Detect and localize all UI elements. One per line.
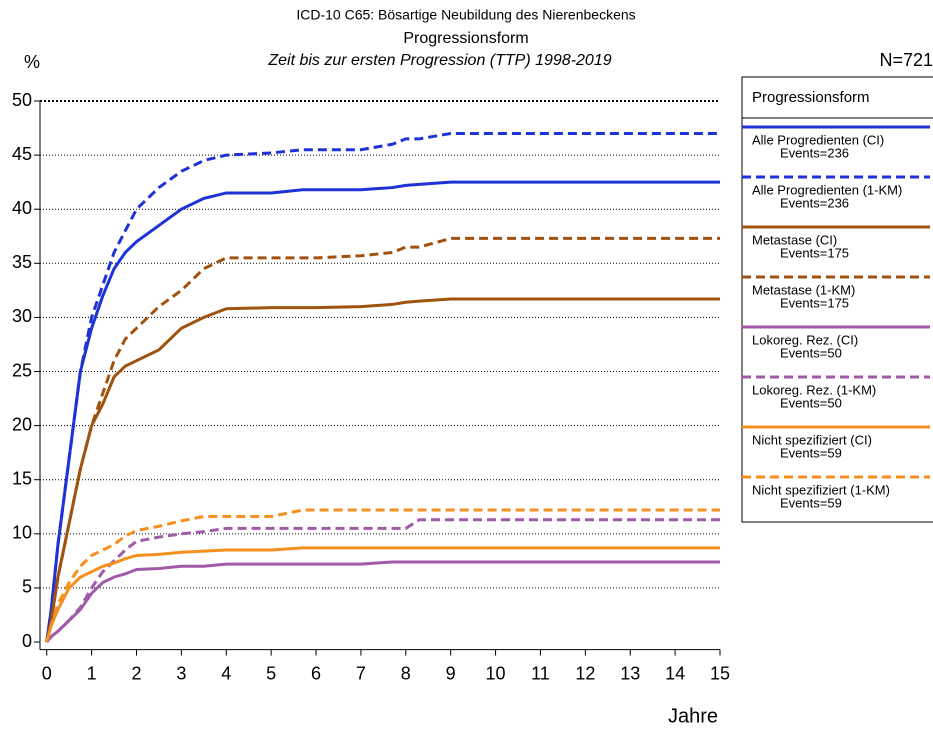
x-tick-label: 9 <box>446 663 456 683</box>
x-tick-label: 13 <box>620 663 640 683</box>
x-tick-label: 5 <box>266 663 276 683</box>
series-line <box>45 560 720 643</box>
y-tick-label: 50 <box>12 90 32 110</box>
legend-label: Alle Progredienten (1-KM) <box>752 182 902 197</box>
y-tick-label: 20 <box>12 414 32 434</box>
series-line <box>45 297 720 643</box>
y-tick-label: 45 <box>12 144 32 164</box>
y-tick-label: 15 <box>12 468 32 488</box>
x-tick-label: 3 <box>176 663 186 683</box>
series-line <box>45 508 720 643</box>
x-axis-label: Jahre <box>668 705 718 727</box>
x-tick-label: 12 <box>575 663 595 683</box>
legend-events: Events=50 <box>780 395 842 410</box>
x-tick-label: 8 <box>401 663 411 683</box>
chart-subtitle: Progressionsform <box>403 30 528 47</box>
legend-label: Nicht spezifiziert (1-KM) <box>752 482 890 497</box>
n-label: N=721 <box>879 50 933 70</box>
legend-label: Metastase (CI) <box>752 232 837 247</box>
x-tick-label: 6 <box>311 663 321 683</box>
x-tick-label: 14 <box>665 663 685 683</box>
legend-events: Events=236 <box>780 145 849 160</box>
legend-events: Events=50 <box>780 345 842 360</box>
y-axis-label: % <box>24 52 40 72</box>
legend-events: Events=236 <box>780 195 849 210</box>
chart-subtitle2: Zeit bis zur ersten Progression (TTP) 19… <box>267 52 611 69</box>
y-tick-label: 5 <box>22 577 32 597</box>
x-tick-label: 0 <box>42 663 52 683</box>
legend-events: Events=59 <box>780 495 842 510</box>
x-tick-label: 11 <box>531 663 550 683</box>
chart-title: ICD-10 C65: Bösartige Neubildung des Nie… <box>296 7 635 23</box>
x-tick-label: 10 <box>486 663 506 683</box>
y-tick-label: 30 <box>12 306 32 326</box>
y-tick-label: 25 <box>12 360 32 380</box>
series-line <box>45 546 720 643</box>
legend-events: Events=175 <box>780 295 849 310</box>
x-tick-label: 2 <box>131 663 141 683</box>
x-tick-label: 7 <box>356 663 366 683</box>
y-tick-label: 35 <box>12 252 32 272</box>
series-line <box>45 131 720 643</box>
series-line <box>45 180 720 643</box>
y-tick-label: 40 <box>12 198 32 218</box>
legend-label: Lokoreg. Rez. (1-KM) <box>752 382 876 397</box>
legend-label: Lokoreg. Rez. (CI) <box>752 332 858 347</box>
legend-label: Metastase (1-KM) <box>752 282 855 297</box>
y-tick-label: 0 <box>22 631 32 651</box>
legend-events: Events=175 <box>780 245 849 260</box>
legend-events: Events=59 <box>780 445 842 460</box>
x-tick-label: 15 <box>710 663 730 683</box>
legend-box <box>741 76 933 523</box>
x-tick-label: 4 <box>221 663 231 683</box>
y-tick-label: 10 <box>12 523 32 543</box>
series-line <box>45 518 720 643</box>
x-tick-label: 1 <box>87 663 97 683</box>
legend-title: Progressionsform <box>752 89 870 106</box>
legend-label: Nicht spezifiziert (CI) <box>752 432 872 447</box>
legend-label: Alle Progredienten (CI) <box>752 132 884 147</box>
